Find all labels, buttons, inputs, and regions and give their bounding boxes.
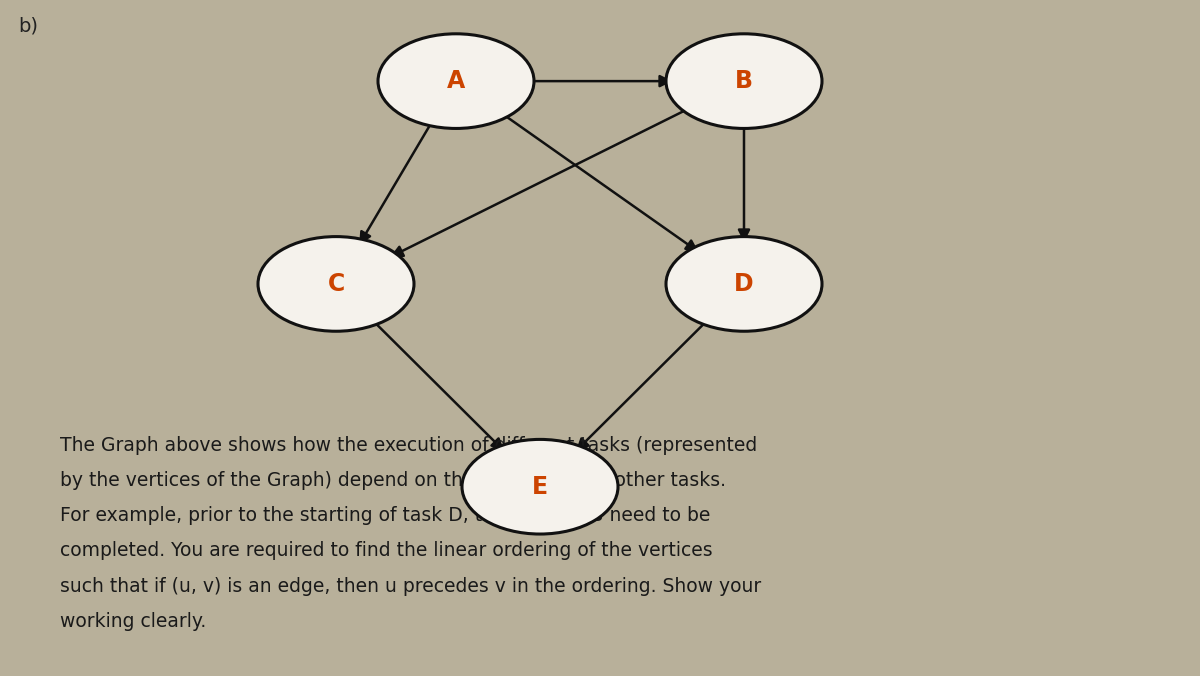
- Text: C: C: [328, 272, 344, 296]
- Text: A: A: [446, 69, 466, 93]
- Text: b): b): [18, 17, 38, 36]
- Text: E: E: [532, 475, 548, 499]
- Text: The Graph above shows how the execution of different tasks (represented: The Graph above shows how the execution …: [60, 436, 757, 455]
- Text: completed. You are required to find the linear ordering of the vertices: completed. You are required to find the …: [60, 541, 713, 560]
- Text: working clearly.: working clearly.: [60, 612, 206, 631]
- Text: such that if (u, v) is an edge, then u precedes v in the ordering. Show your: such that if (u, v) is an edge, then u p…: [60, 577, 761, 596]
- Ellipse shape: [378, 34, 534, 128]
- Ellipse shape: [666, 237, 822, 331]
- Ellipse shape: [666, 34, 822, 128]
- Text: D: D: [734, 272, 754, 296]
- Text: by the vertices of the Graph) depend on the completion of other tasks.: by the vertices of the Graph) depend on …: [60, 471, 726, 490]
- Text: B: B: [734, 69, 754, 93]
- Ellipse shape: [462, 439, 618, 534]
- Text: For example, prior to the starting of task D, tasks A and B need to be: For example, prior to the starting of ta…: [60, 506, 710, 525]
- Ellipse shape: [258, 237, 414, 331]
